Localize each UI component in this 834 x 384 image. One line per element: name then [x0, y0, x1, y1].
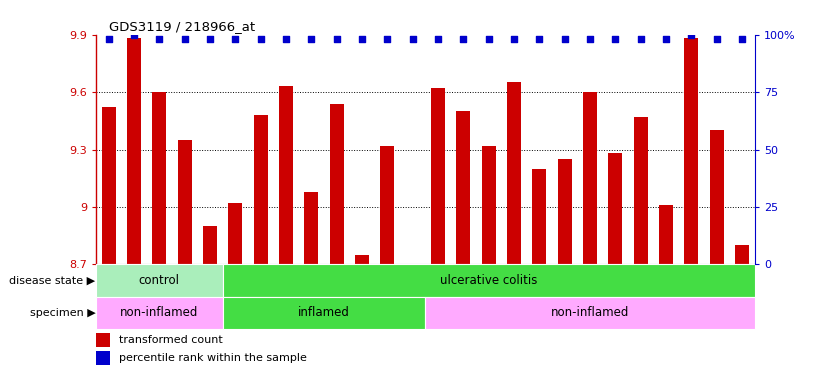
Bar: [482, 146, 495, 265]
Point: [229, 36, 242, 42]
Bar: [203, 226, 217, 265]
Bar: [96, 351, 110, 365]
Bar: [127, 38, 141, 265]
Text: disease state ▶: disease state ▶: [9, 276, 95, 286]
Bar: [355, 255, 369, 265]
Bar: [685, 38, 698, 265]
Bar: [634, 117, 648, 265]
Point: [609, 36, 622, 42]
Point: [153, 36, 166, 42]
Point: [685, 31, 698, 38]
Text: non-inflamed: non-inflamed: [551, 306, 629, 319]
Bar: [229, 203, 242, 265]
Bar: [254, 115, 268, 265]
Point: [279, 36, 293, 42]
Point: [634, 36, 647, 42]
Text: transformed count: transformed count: [119, 335, 223, 345]
Bar: [425, 297, 755, 329]
Bar: [304, 192, 319, 265]
Bar: [710, 130, 724, 265]
Point: [710, 36, 723, 42]
Text: specimen ▶: specimen ▶: [30, 308, 95, 318]
Bar: [153, 92, 166, 265]
Point: [457, 36, 470, 42]
Text: ulcerative colitis: ulcerative colitis: [440, 274, 537, 287]
Text: control: control: [138, 274, 180, 287]
Point: [660, 36, 673, 42]
Bar: [456, 111, 470, 265]
Bar: [279, 86, 293, 265]
Bar: [178, 140, 192, 265]
Bar: [96, 333, 110, 347]
Text: percentile rank within the sample: percentile rank within the sample: [119, 353, 307, 363]
Point: [203, 36, 217, 42]
Bar: [431, 88, 445, 265]
Point: [533, 36, 546, 42]
Point: [558, 36, 571, 42]
Point: [507, 36, 520, 42]
Bar: [329, 104, 344, 265]
Bar: [380, 146, 394, 265]
Point: [128, 31, 141, 38]
Point: [431, 36, 445, 42]
Point: [178, 36, 191, 42]
Point: [406, 36, 420, 42]
Bar: [96, 265, 223, 297]
Point: [584, 36, 597, 42]
Bar: [609, 153, 622, 265]
Bar: [223, 265, 755, 297]
Point: [254, 36, 267, 42]
Bar: [583, 92, 597, 265]
Bar: [507, 83, 521, 265]
Bar: [102, 108, 116, 265]
Bar: [96, 297, 223, 329]
Text: non-inflamed: non-inflamed: [120, 306, 198, 319]
Text: GDS3119 / 218966_at: GDS3119 / 218966_at: [109, 20, 255, 33]
Point: [482, 36, 495, 42]
Point: [102, 36, 115, 42]
Point: [304, 36, 318, 42]
Point: [736, 36, 749, 42]
Point: [330, 36, 344, 42]
Bar: [532, 169, 546, 265]
Bar: [659, 205, 673, 265]
Bar: [558, 159, 571, 265]
Bar: [735, 245, 749, 265]
Point: [380, 36, 394, 42]
Text: inflamed: inflamed: [298, 306, 350, 319]
Point: [355, 36, 369, 42]
Bar: [223, 297, 425, 329]
